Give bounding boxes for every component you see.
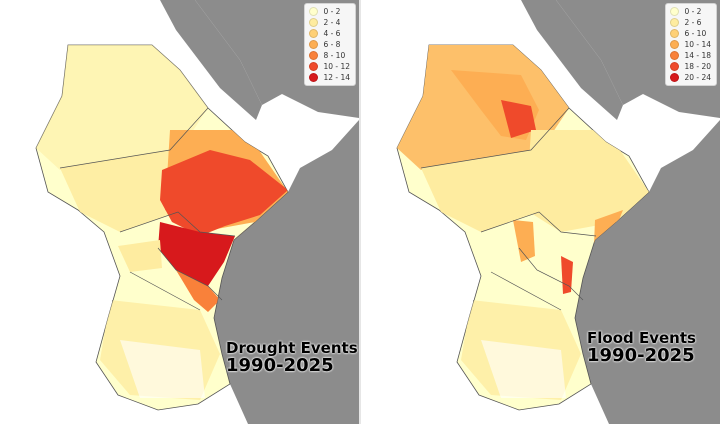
flood-legend: 0 - 2 2 - 6 6 - 10 10 - 14 14 - 18 18 - … bbox=[665, 3, 717, 86]
drought-legend: 0 - 2 2 - 4 4 - 6 6 - 8 8 - 10 10 - 12 1… bbox=[304, 3, 356, 86]
red-sea bbox=[521, 0, 623, 120]
kenya-south bbox=[176, 270, 220, 312]
legend-item: 14 - 18 bbox=[670, 50, 711, 61]
legend-label: 8 - 10 bbox=[323, 51, 346, 60]
sudan-shade bbox=[36, 45, 208, 170]
legend-item: 2 - 6 bbox=[670, 17, 711, 28]
legend-label: 6 - 10 bbox=[684, 29, 707, 38]
legend-swatch bbox=[670, 62, 680, 71]
legend-item: 6 - 8 bbox=[309, 39, 350, 50]
legend-label: 10 - 14 bbox=[684, 40, 711, 49]
legend-item: 6 - 10 bbox=[670, 28, 711, 39]
indian-ocean bbox=[214, 120, 359, 424]
panel-divider bbox=[359, 0, 361, 424]
ethiopia bbox=[526, 130, 649, 232]
legend-label: 2 - 6 bbox=[684, 18, 702, 27]
legend-label: 12 - 14 bbox=[323, 73, 350, 82]
legend-item: 18 - 20 bbox=[670, 61, 711, 72]
title-line2: 1990-2025 bbox=[226, 354, 334, 376]
legend-swatch bbox=[670, 51, 680, 60]
legend-item: 10 - 14 bbox=[670, 39, 711, 50]
legend-item: 0 - 2 bbox=[670, 6, 711, 17]
legend-label: 2 - 4 bbox=[323, 18, 341, 27]
legend-item: 4 - 6 bbox=[309, 28, 350, 39]
kenya-north bbox=[158, 222, 235, 292]
flood-map-panel: 0 - 2 2 - 6 6 - 10 10 - 14 14 - 18 18 - … bbox=[361, 0, 720, 424]
legend-label: 14 - 18 bbox=[684, 51, 711, 60]
legend-swatch bbox=[670, 7, 680, 16]
legend-swatch bbox=[309, 51, 319, 60]
kenya-west bbox=[513, 220, 535, 262]
title-line1: Flood Events bbox=[587, 329, 696, 347]
drought-map-title: Drought Events 1990-2025 bbox=[226, 339, 358, 376]
legend-swatch bbox=[670, 73, 680, 82]
legend-item: 12 - 14 bbox=[309, 72, 350, 83]
legend-label: 0 - 2 bbox=[323, 7, 341, 16]
legend-swatch bbox=[309, 18, 319, 27]
uganda bbox=[118, 240, 162, 272]
legend-item: 2 - 4 bbox=[309, 17, 350, 28]
red-sea bbox=[160, 0, 262, 120]
south-sudan bbox=[421, 150, 539, 232]
legend-swatch bbox=[309, 73, 319, 82]
ethiopia-high bbox=[160, 150, 288, 236]
tanzania-south bbox=[120, 340, 205, 398]
legend-swatch bbox=[309, 40, 319, 49]
legend-label: 0 - 2 bbox=[684, 7, 702, 16]
south-sudan-shade bbox=[60, 150, 178, 232]
legend-swatch bbox=[670, 29, 680, 38]
legend-item: 8 - 10 bbox=[309, 50, 350, 61]
legend-swatch bbox=[309, 7, 319, 16]
legend-swatch bbox=[670, 40, 680, 49]
title-line1: Drought Events bbox=[226, 339, 358, 357]
legend-label: 10 - 12 bbox=[323, 62, 350, 71]
legend-item: 0 - 2 bbox=[309, 6, 350, 17]
legend-swatch bbox=[309, 29, 319, 38]
flood-map-title: Flood Events 1990-2025 bbox=[587, 329, 696, 366]
sudan-core bbox=[501, 100, 536, 138]
drought-map-panel: 0 - 2 2 - 4 4 - 6 6 - 8 8 - 10 10 - 12 1… bbox=[0, 0, 359, 424]
legend-label: 6 - 8 bbox=[323, 40, 341, 49]
flood-map bbox=[361, 0, 720, 424]
legend-swatch bbox=[309, 62, 319, 71]
tanzania-south bbox=[481, 340, 566, 398]
legend-label: 20 - 24 bbox=[684, 73, 711, 82]
drought-map bbox=[0, 0, 359, 424]
indian-ocean bbox=[575, 120, 720, 424]
legend-item: 20 - 24 bbox=[670, 72, 711, 83]
legend-swatch bbox=[670, 18, 680, 27]
legend-label: 4 - 6 bbox=[323, 29, 341, 38]
legend-label: 18 - 20 bbox=[684, 62, 711, 71]
title-line2: 1990-2025 bbox=[587, 344, 695, 366]
legend-item: 10 - 12 bbox=[309, 61, 350, 72]
kenya-east bbox=[561, 256, 573, 294]
